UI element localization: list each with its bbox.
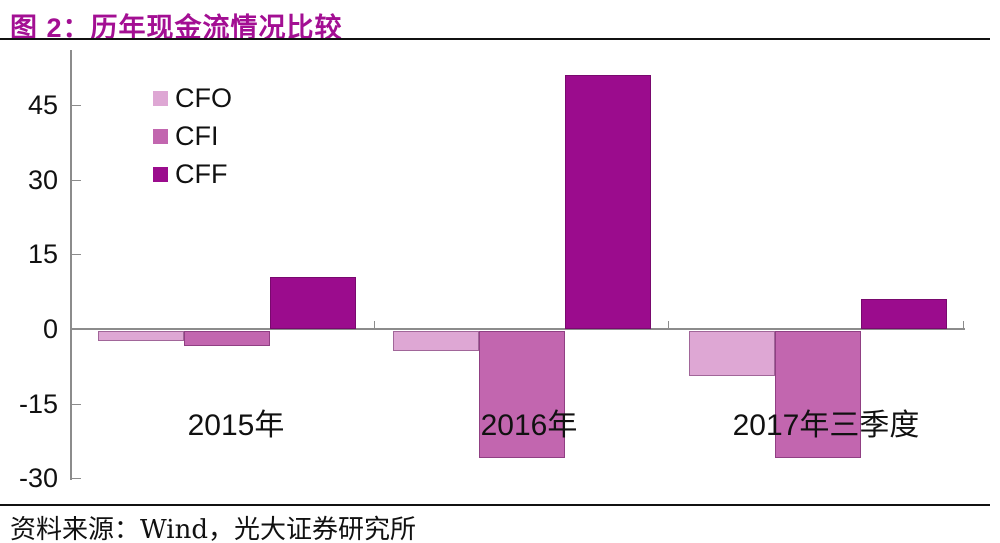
chart-legend: CFO CFI CFF [153, 85, 232, 199]
y-tick-mark [72, 329, 81, 330]
cfo-swatch-icon [153, 91, 168, 106]
category-label-2016: 2016年 [480, 409, 578, 442]
cfi-swatch-icon [153, 129, 168, 144]
legend-label-cfi: CFI [175, 121, 219, 151]
y-tick-mark [72, 104, 81, 106]
bar-cfo-2 [689, 331, 775, 376]
legend-item-cfo: CFO [153, 85, 232, 112]
cff-swatch-icon [153, 167, 168, 182]
x-tick-mark [668, 321, 669, 330]
y-tick-label: 45 [27, 89, 58, 120]
bar-cfi-1 [479, 331, 565, 458]
bar-cfi-0 [184, 331, 270, 346]
bar-cfo-1 [393, 331, 479, 351]
cashflow-bar-chart: 45 30 15 0 -15 -30 2015年 2016年 2017年三季度 CFO C… [0, 44, 1000, 494]
y-tick-mark [72, 403, 81, 405]
source-note: 资料来源：Wind，光大证券研究所 [10, 515, 416, 543]
bar-cff-2 [861, 299, 947, 329]
category-label-2015: 2015年 [187, 409, 285, 442]
y-tick-label: 0 [42, 314, 58, 344]
title-underline [0, 38, 990, 40]
x-tick-mark [963, 321, 964, 330]
legend-item-cfi: CFI [153, 123, 232, 150]
x-tick-mark [374, 321, 375, 330]
legend-label-cfo: CFO [175, 83, 232, 113]
legend-item-cff: CFF [153, 161, 232, 188]
x-axis [70, 328, 965, 330]
footer-rule [0, 504, 990, 506]
y-tick-label: 15 [27, 239, 58, 270]
y-tick-label: -30 [18, 463, 58, 494]
y-tick-label: 30 [27, 164, 58, 195]
bar-cfi-2 [775, 331, 861, 458]
bar-cff-1 [565, 75, 651, 329]
bar-cfo-0 [98, 331, 184, 341]
legend-label-cff: CFF [175, 159, 228, 189]
category-label-2017q3: 2017年三季度 [732, 409, 920, 442]
y-tick-mark [72, 254, 81, 256]
bar-cff-0 [270, 276, 356, 329]
y-axis [70, 50, 72, 480]
y-tick-label: -15 [18, 388, 58, 419]
y-tick-mark [72, 478, 81, 480]
y-tick-mark [72, 179, 81, 181]
